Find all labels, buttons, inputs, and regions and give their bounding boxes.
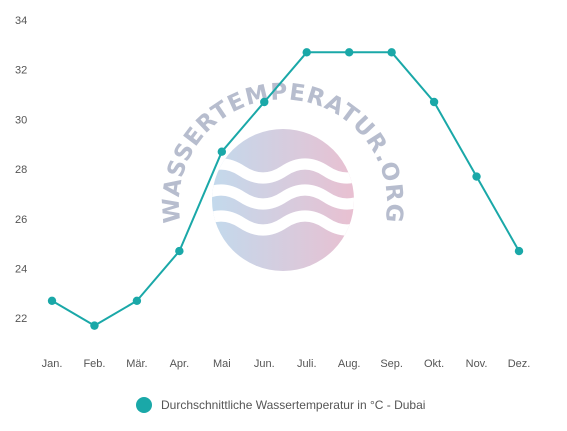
series-layer — [47, 48, 524, 330]
y-tick-label: 32 — [15, 65, 27, 77]
x-tick-label: Aug. — [338, 358, 361, 370]
x-tick-label: Apr. — [170, 358, 190, 370]
x-tick-label: Dez. — [508, 358, 531, 370]
data-point[interactable] — [429, 97, 439, 107]
y-tick-label: 28 — [15, 164, 27, 176]
data-point[interactable] — [514, 246, 524, 256]
y-tick-label: 30 — [15, 114, 27, 126]
data-point[interactable] — [175, 246, 184, 256]
data-point[interactable] — [217, 147, 227, 156]
legend[interactable]: Durchschnittliche Wassertemperatur in °C… — [136, 397, 425, 413]
y-tick-label: 34 — [15, 15, 27, 27]
legend-label[interactable]: Durchschnittliche Wassertemperatur in °C… — [161, 398, 425, 412]
y-axis: 22 24 26 28 30 32 34 — [15, 15, 27, 325]
watermark-wave-icon — [212, 158, 354, 236]
data-point[interactable] — [344, 48, 354, 57]
x-tick-label: Jan. — [42, 358, 63, 370]
data-point[interactable] — [472, 172, 481, 181]
data-point[interactable] — [90, 321, 99, 330]
y-tick-label: 22 — [15, 313, 27, 325]
data-point[interactable] — [132, 296, 142, 305]
data-point[interactable] — [387, 48, 396, 57]
y-tick-label: 24 — [15, 263, 27, 275]
x-tick-label: Mai — [213, 358, 231, 370]
x-tick-label: Sep. — [380, 358, 403, 370]
x-tick-label: Mär. — [126, 358, 147, 370]
x-tick-label: Feb. — [83, 358, 105, 370]
data-point[interactable] — [47, 296, 57, 305]
series-line — [51, 51, 520, 327]
watermark: WASSERTEMPERATUR.ORG — [158, 79, 406, 271]
x-tick-label: Juli. — [297, 358, 317, 370]
x-tick-label: Nov. — [466, 358, 488, 370]
x-axis: Jan. Feb. Mär. Apr. Mai Jun. Juli. Aug. Sep. Okt.… — [42, 358, 531, 370]
y-tick-label: 26 — [15, 214, 27, 226]
data-point[interactable] — [260, 97, 269, 107]
x-tick-label: Okt. — [424, 358, 444, 370]
x-tick-label: Jun. — [254, 358, 275, 370]
legend-marker[interactable] — [136, 397, 152, 413]
data-point[interactable] — [302, 48, 311, 57]
